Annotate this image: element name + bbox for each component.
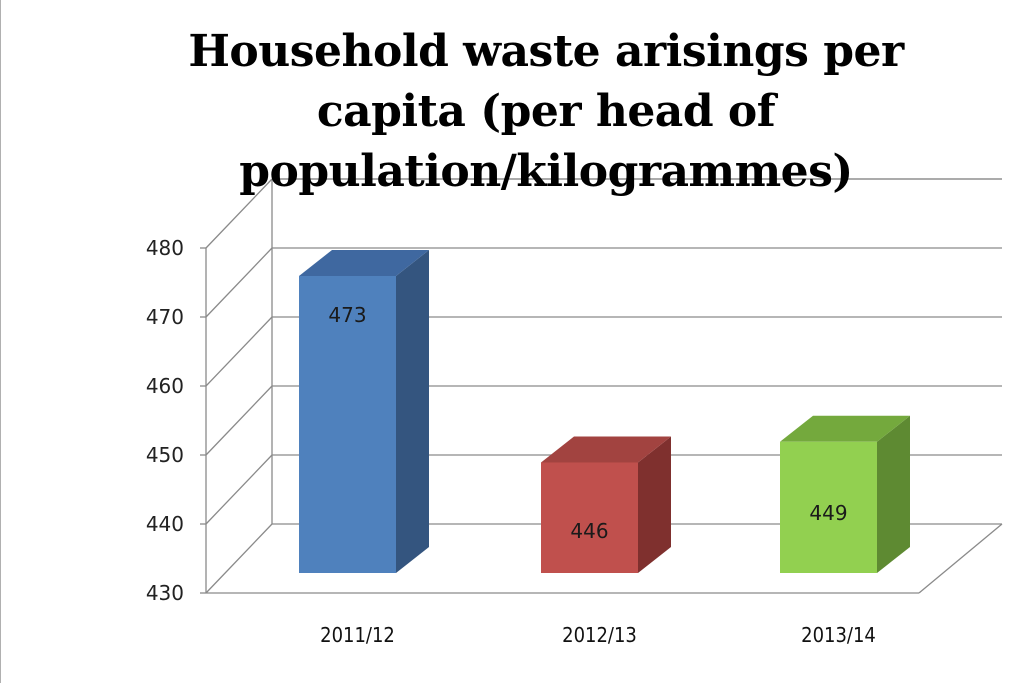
y-tick-label: 450 bbox=[146, 443, 184, 467]
x-tick-label: 2012/13 bbox=[562, 623, 637, 647]
y-tick-label: 460 bbox=[146, 374, 184, 398]
bar-2013/14 bbox=[780, 415, 910, 573]
bar-top bbox=[299, 250, 429, 276]
x-tick-label: 2013/14 bbox=[801, 623, 876, 647]
bar-top bbox=[780, 415, 910, 442]
floor-edge bbox=[918, 523, 1003, 594]
bar-front bbox=[299, 276, 396, 573]
bar-front bbox=[541, 462, 638, 573]
data-label: 473 bbox=[328, 303, 366, 327]
gridline-470 bbox=[205, 247, 1002, 318]
y-tick-label: 470 bbox=[146, 305, 184, 329]
y-tick-label: 440 bbox=[146, 512, 184, 536]
gridline-480 bbox=[205, 178, 1002, 249]
data-label: 449 bbox=[809, 501, 847, 525]
x-tick-label: 2011/12 bbox=[320, 623, 395, 647]
bar-front bbox=[780, 441, 877, 573]
data-label: 446 bbox=[570, 519, 608, 543]
bar-top bbox=[541, 436, 671, 463]
bar-side bbox=[396, 250, 429, 573]
bar-side bbox=[877, 415, 910, 573]
chart-title: Household waste arisings per capita (per… bbox=[188, 26, 904, 197]
y-tick-label: 430 bbox=[146, 581, 184, 605]
y-tick-label: 480 bbox=[146, 236, 184, 260]
bar-2012/13 bbox=[541, 436, 671, 573]
bar-2011/12 bbox=[299, 250, 429, 573]
bar-side bbox=[638, 436, 671, 573]
